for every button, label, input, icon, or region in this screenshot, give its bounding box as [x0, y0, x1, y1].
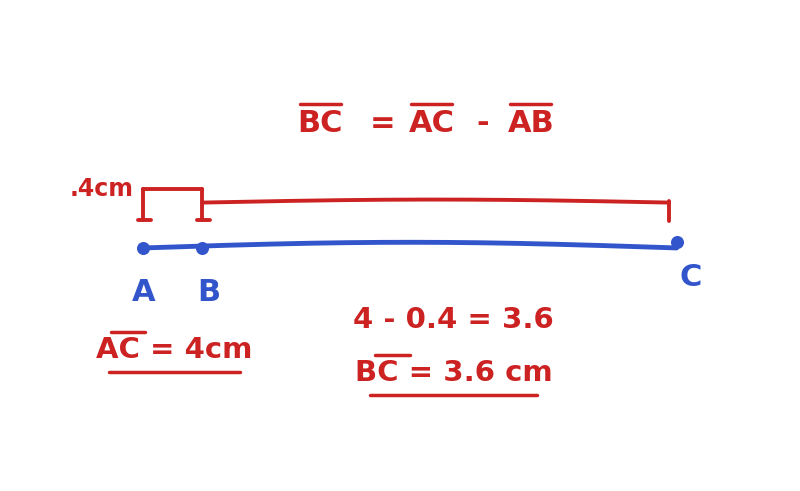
- Text: C: C: [680, 263, 702, 292]
- Text: B: B: [197, 278, 220, 307]
- Text: BC = 3.6 cm: BC = 3.6 cm: [354, 359, 552, 387]
- Text: BC: BC: [298, 109, 343, 137]
- Text: AC = 4cm: AC = 4cm: [96, 336, 253, 364]
- Point: [137, 244, 150, 252]
- Text: 4 - 0.4 = 3.6: 4 - 0.4 = 3.6: [353, 306, 554, 334]
- Point: [196, 244, 209, 252]
- Text: .4cm: .4cm: [70, 177, 134, 201]
- Text: AB: AB: [507, 109, 554, 137]
- Text: AC: AC: [409, 109, 454, 137]
- Point: [670, 238, 683, 246]
- Text: =: =: [370, 109, 395, 137]
- Text: A: A: [131, 278, 155, 307]
- Text: -: -: [477, 109, 490, 137]
